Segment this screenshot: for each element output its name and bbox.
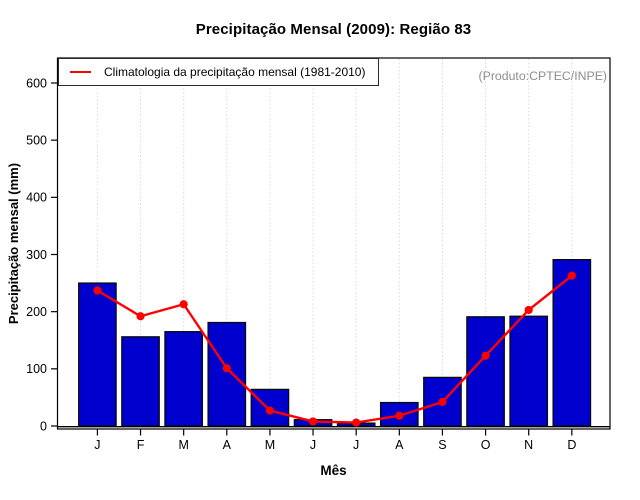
climatology-point-D-11 xyxy=(567,271,576,280)
y-axis-title: Precipitação mensal (mm) xyxy=(6,162,21,325)
x-tick-label: O xyxy=(481,438,491,452)
bar-J-0 xyxy=(78,282,117,427)
x-tick-label: M xyxy=(265,438,275,452)
y-tick-label: 0 xyxy=(40,419,47,433)
climatology-point-M-4 xyxy=(265,406,275,415)
climatology-point-F-1 xyxy=(136,312,145,321)
product-annotation: (Produto:CPTEC/INPE) xyxy=(478,69,607,83)
climatology-point-S-8 xyxy=(438,397,447,407)
bar-F-1 xyxy=(121,336,160,427)
climatology-point-A-7 xyxy=(395,411,404,420)
y-tick-label: 600 xyxy=(26,76,47,90)
climatology-point-J-0 xyxy=(93,286,102,295)
x-tick-label: F xyxy=(137,438,145,452)
x-tick-label: A xyxy=(395,438,404,452)
x-tick-label: J xyxy=(310,438,316,452)
y-tick-label: 500 xyxy=(26,133,47,147)
legend-label: Climatologia da precipitação mensal (198… xyxy=(104,65,366,79)
y-tick-label: 400 xyxy=(26,191,47,205)
x-tick-label: N xyxy=(524,438,533,452)
climatology-point-A-3 xyxy=(222,364,231,373)
y-tick-label: 300 xyxy=(26,248,47,262)
bar-D-11 xyxy=(552,258,592,427)
climatology-line-icon xyxy=(70,71,91,73)
bar-O-9 xyxy=(466,316,505,427)
climatology-line xyxy=(96,274,574,424)
climatology-point-J-6 xyxy=(352,418,361,427)
x-axis-title: Mês xyxy=(320,463,347,478)
climatology-point-M-2 xyxy=(179,300,188,309)
bar-M-2 xyxy=(164,331,204,427)
x-tick-label: J xyxy=(353,438,359,452)
climatology-point-O-9 xyxy=(481,351,490,360)
climatology-point-J-5 xyxy=(308,417,318,426)
x-tick-label: A xyxy=(223,438,232,452)
y-tick-label: 100 xyxy=(26,362,47,376)
bar-N-10 xyxy=(509,315,549,427)
x-tick-label: J xyxy=(94,438,100,452)
y-tick-label: 200 xyxy=(26,305,47,319)
chart-title: Precipitação Mensal (2009): Região 83 xyxy=(195,21,472,38)
bar-A-3 xyxy=(207,321,247,427)
x-tick-label: D xyxy=(567,438,576,452)
climatology-point-N-10 xyxy=(524,305,533,315)
legend: Climatologia da precipitação mensal (198… xyxy=(58,58,379,86)
x-tick-label: S xyxy=(438,438,446,452)
x-tick-label: M xyxy=(178,438,188,452)
